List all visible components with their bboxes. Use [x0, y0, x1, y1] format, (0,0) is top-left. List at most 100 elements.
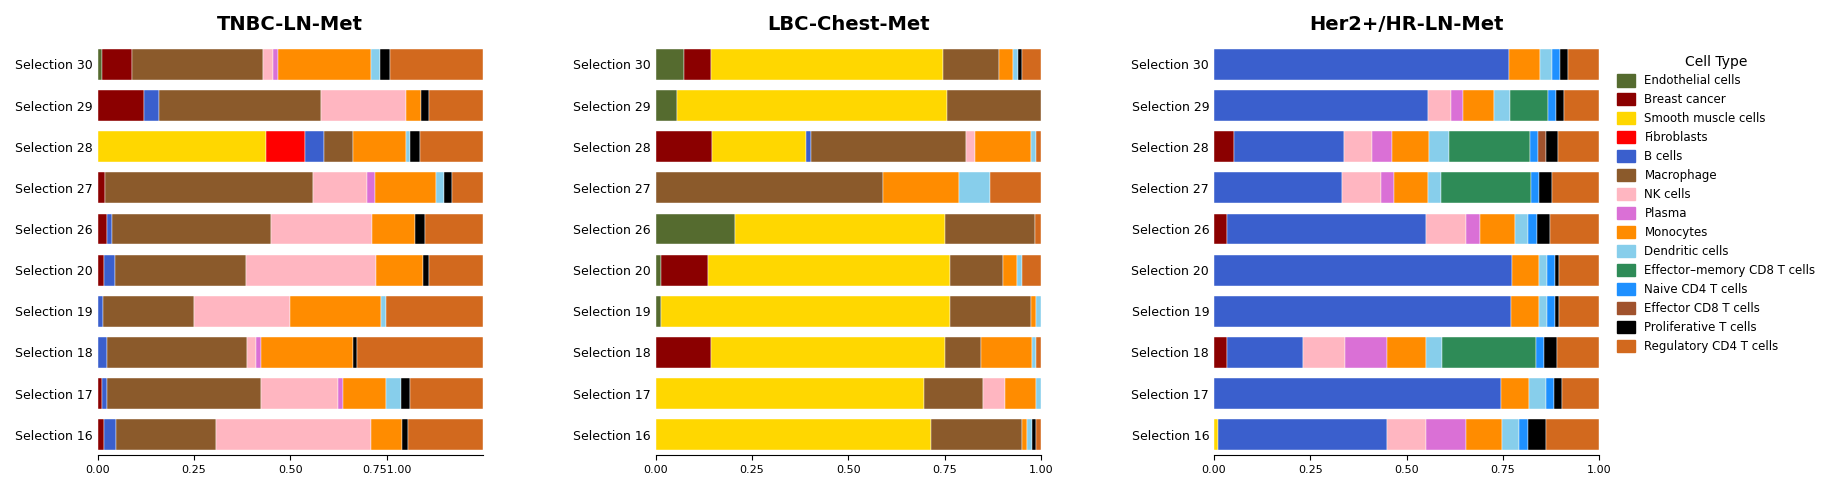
Bar	[1480, 214, 1515, 245]
Bar	[452, 172, 483, 203]
Bar	[1539, 296, 1548, 327]
Bar	[1539, 255, 1548, 286]
Bar	[655, 172, 883, 203]
Bar	[97, 172, 105, 203]
Bar	[430, 255, 483, 286]
Bar	[97, 214, 106, 245]
Bar	[246, 255, 376, 286]
Bar	[1540, 49, 1551, 80]
Bar	[1557, 90, 1564, 121]
Bar	[338, 378, 343, 409]
Bar	[1004, 378, 1036, 409]
Bar	[1528, 419, 1546, 450]
Bar	[1562, 378, 1599, 409]
Bar	[428, 90, 483, 121]
Bar	[655, 90, 677, 121]
Bar	[277, 49, 371, 80]
Bar	[1017, 49, 1023, 80]
Bar	[103, 296, 195, 327]
Bar	[1537, 214, 1550, 245]
Bar	[143, 90, 160, 121]
Bar	[261, 337, 353, 368]
Bar	[402, 419, 408, 450]
Bar	[257, 337, 261, 368]
Bar	[420, 131, 483, 162]
Bar	[1555, 296, 1559, 327]
Bar	[1032, 337, 1036, 368]
Bar	[1443, 337, 1535, 368]
Bar	[97, 255, 103, 286]
Bar	[1515, 214, 1528, 245]
Bar	[951, 255, 1002, 286]
Bar	[411, 131, 420, 162]
Bar	[1553, 378, 1562, 409]
Legend: Endothelial cells, Breast cancer, Smooth muscle cells, Fibroblasts, B cells, Mac: Endothelial cells, Breast cancer, Smooth…	[1612, 50, 1819, 357]
Bar	[415, 214, 424, 245]
Bar	[1214, 90, 1428, 121]
Bar	[373, 214, 415, 245]
Bar	[1023, 419, 1026, 450]
Bar	[1441, 172, 1531, 203]
Bar	[358, 337, 483, 368]
Bar	[1557, 337, 1599, 368]
Bar	[103, 49, 132, 80]
Bar	[990, 172, 1041, 203]
Bar	[408, 419, 483, 450]
Bar	[116, 255, 246, 286]
Bar	[97, 49, 103, 80]
Bar	[1425, 337, 1443, 368]
Bar	[1546, 378, 1553, 409]
Bar	[1214, 49, 1509, 80]
Bar	[290, 296, 382, 327]
Bar	[1559, 131, 1599, 162]
Bar	[371, 49, 380, 80]
Bar	[1386, 419, 1427, 450]
Bar	[1520, 419, 1528, 450]
Bar	[1463, 90, 1495, 121]
Bar	[712, 131, 806, 162]
Bar	[1550, 214, 1599, 245]
Bar	[975, 131, 1032, 162]
Bar	[1531, 172, 1539, 203]
Bar	[655, 419, 931, 450]
Bar	[1555, 255, 1559, 286]
Bar	[97, 378, 103, 409]
Bar	[323, 131, 353, 162]
Bar	[1214, 296, 1511, 327]
Bar	[1559, 296, 1599, 327]
Bar	[812, 131, 966, 162]
Bar	[1509, 90, 1548, 121]
Bar	[1036, 378, 1041, 409]
Bar	[112, 214, 272, 245]
Bar	[261, 378, 338, 409]
Bar	[420, 90, 428, 121]
Bar	[424, 255, 430, 286]
Bar	[266, 131, 305, 162]
Bar	[1511, 255, 1539, 286]
Bar	[980, 337, 1032, 368]
Bar	[106, 337, 246, 368]
Bar	[1226, 214, 1427, 245]
Bar	[382, 296, 386, 327]
Bar	[944, 49, 999, 80]
Bar	[1428, 90, 1450, 121]
Bar	[1036, 131, 1041, 162]
Bar	[1388, 337, 1425, 368]
Bar	[949, 296, 1030, 327]
Bar	[1013, 49, 1017, 80]
Bar	[1214, 255, 1511, 286]
Bar	[371, 419, 402, 450]
Bar	[655, 255, 661, 286]
Bar	[105, 419, 116, 450]
Bar	[1023, 49, 1041, 80]
Bar	[263, 49, 274, 80]
Bar	[1539, 131, 1546, 162]
Bar	[272, 214, 373, 245]
Bar	[195, 296, 290, 327]
Bar	[1428, 131, 1449, 162]
Bar	[1427, 214, 1467, 245]
Bar	[1564, 90, 1599, 121]
Bar	[386, 378, 400, 409]
Bar	[132, 49, 263, 80]
Bar	[1559, 255, 1599, 286]
